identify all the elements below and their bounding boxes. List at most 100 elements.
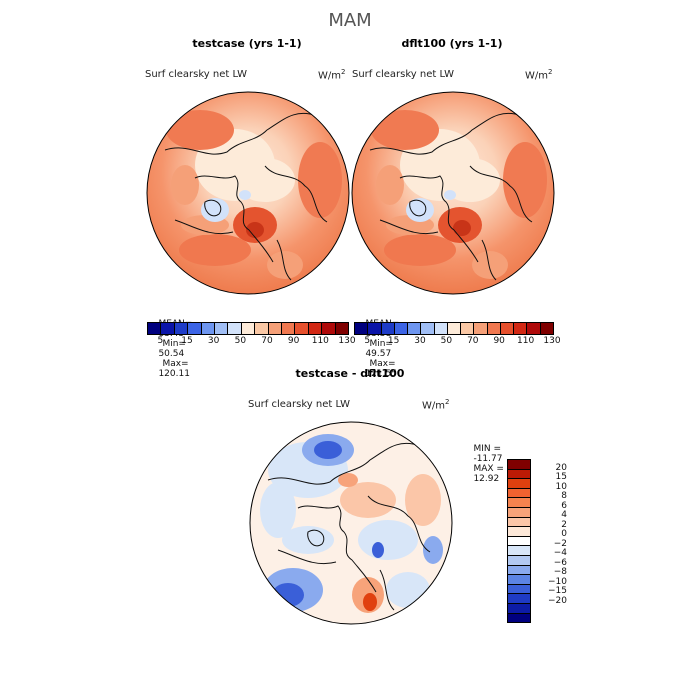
- colorbar-swatch: [380, 323, 394, 334]
- panel-2-title: dflt100 (yrs 1-1): [401, 37, 503, 50]
- colorbar-swatch: [508, 526, 530, 536]
- colorbar-swatch: [227, 323, 241, 334]
- panel-3-min-label: MIN =: [473, 444, 502, 454]
- colorbar-tick-label: −15: [548, 586, 567, 597]
- colorbar-tick-label: 130: [543, 336, 561, 346]
- colorbar-tick-label: 30: [414, 336, 426, 346]
- colorbar-tick-label: 10: [555, 481, 567, 492]
- panel-2-units-exp: 2: [548, 68, 553, 76]
- colorbar-tick-label: 5: [157, 336, 164, 346]
- panel-2-max-label: Max=: [369, 359, 396, 369]
- colorbar-swatch: [160, 323, 174, 334]
- panel-3-max-label: MAX =: [473, 464, 504, 474]
- colorbar-tick-label: 130: [338, 336, 356, 346]
- colorbar-tick-label: −8: [553, 567, 567, 578]
- panel-1-polar-map: [146, 91, 350, 295]
- panel-1-units: W/m2: [318, 68, 345, 81]
- colorbar-swatch: [508, 506, 530, 517]
- colorbar-swatch: [433, 323, 447, 334]
- colorbar-tick-label: −2: [553, 538, 567, 549]
- colorbar-swatch: [267, 323, 282, 334]
- colorbar-swatch: [355, 323, 368, 334]
- colorbar-tick-label: 20: [555, 462, 567, 473]
- panel-2-polar-map: [351, 91, 555, 295]
- colorbar-tick-label: 5: [364, 336, 371, 346]
- panel-3-colorbar-ticks: 20 15 10 8 6 4 2 0 −2 −4 −6 −8 −10 −15 −20: [533, 459, 573, 621]
- colorbar-swatch: [526, 323, 540, 334]
- panel-2-colorbar: [354, 322, 554, 335]
- panel-1-units-base: W/m: [318, 70, 341, 82]
- colorbar-swatch: [254, 323, 268, 334]
- panel-3-units: W/m2: [422, 398, 449, 411]
- figure-title: MAM: [328, 10, 372, 31]
- colorbar-tick-label: 15: [387, 336, 400, 346]
- panel-1-stats: MEAN= 83.45 Min= 50.54 Max= 120.11: [147, 309, 192, 389]
- colorbar-swatch: [508, 612, 530, 623]
- colorbar-swatch: [499, 323, 514, 334]
- panel-1-colorbar-ticks: 5 15 30 50 70 90 110 130: [147, 336, 355, 348]
- panel-3-units-base: W/m: [422, 400, 445, 412]
- panel-3-stats: MIN = -11.77 MAX = 12.92: [462, 434, 504, 494]
- panel-1-variable-label: Surf clearsky net LW: [145, 69, 248, 80]
- colorbar-tick-label: 50: [234, 336, 247, 346]
- colorbar-tick-label: 90: [493, 336, 505, 346]
- colorbar-swatch: [393, 323, 408, 334]
- panel-2-min-label: Min=: [369, 339, 393, 349]
- colorbar-tick-label: 50: [440, 336, 453, 346]
- colorbar-swatch: [460, 323, 474, 334]
- colorbar-tick-label: 6: [561, 500, 567, 511]
- colorbar-swatch: [321, 323, 335, 334]
- colorbar-swatch: [214, 323, 228, 334]
- panel-2-variable-label: Surf clearsky net LW: [352, 69, 455, 80]
- colorbar-tick-label: −10: [548, 576, 567, 587]
- colorbar-swatch: [446, 323, 461, 334]
- colorbar-tick-label: −6: [553, 557, 567, 568]
- panel-1-title: testcase (yrs 1-1): [192, 37, 302, 50]
- colorbar-swatch: [508, 602, 530, 613]
- panel-2-colorbar-ticks: 5 15 30 50 70 90 110 130: [354, 336, 560, 348]
- colorbar-swatch: [508, 583, 530, 594]
- panel-3-max-value: 12.92: [473, 474, 500, 484]
- colorbar-swatch: [508, 574, 530, 584]
- panel-3-colorbar: [507, 459, 531, 623]
- colorbar-swatch: [508, 497, 530, 507]
- colorbar-tick-label: 70: [261, 336, 273, 346]
- panel-3-title: testcase - dflt100: [295, 367, 405, 380]
- panel-1-min-value: 50.54: [158, 349, 185, 359]
- panel-2-units: W/m2: [525, 68, 552, 81]
- panel-2-units-base: W/m: [525, 70, 548, 82]
- colorbar-tick-label: 110: [311, 336, 329, 346]
- colorbar-tick-label: 90: [287, 336, 300, 346]
- panel-3-polar-map: [249, 421, 453, 625]
- colorbar-swatch: [148, 323, 161, 334]
- colorbar-swatch: [508, 468, 530, 479]
- colorbar-swatch: [508, 564, 530, 575]
- colorbar-swatch: [508, 593, 530, 603]
- colorbar-swatch: [307, 323, 322, 334]
- panel-2-min-value: 49.57: [365, 349, 392, 359]
- colorbar-swatch: [200, 323, 215, 334]
- panel-1-max-label: Max=: [162, 359, 189, 369]
- colorbar-swatch: [173, 323, 188, 334]
- colorbar-swatch: [473, 323, 487, 334]
- panel-1-colorbar: [147, 322, 349, 335]
- colorbar-swatch: [486, 323, 500, 334]
- colorbar-swatch: [367, 323, 381, 334]
- colorbar-tick-label: 15: [555, 472, 567, 483]
- panel-1-units-exp: 2: [341, 68, 346, 76]
- colorbar-tick-label: 15: [181, 336, 193, 346]
- colorbar-tick-label: 70: [467, 336, 479, 346]
- colorbar-swatch: [281, 323, 295, 334]
- panel-3-variable-label: Surf clearsky net LW: [248, 399, 351, 410]
- colorbar-swatch: [407, 323, 421, 334]
- colorbar-swatch: [508, 545, 530, 555]
- colorbar-swatch: [508, 487, 530, 498]
- colorbar-tick-label: −20: [548, 595, 567, 606]
- colorbar-swatch: [508, 554, 530, 565]
- colorbar-tick-label: 2: [561, 519, 567, 530]
- colorbar-tick-label: −4: [553, 548, 567, 559]
- colorbar-tick-label: 8: [561, 491, 567, 502]
- colorbar-swatch: [508, 478, 530, 488]
- colorbar-swatch: [513, 323, 527, 334]
